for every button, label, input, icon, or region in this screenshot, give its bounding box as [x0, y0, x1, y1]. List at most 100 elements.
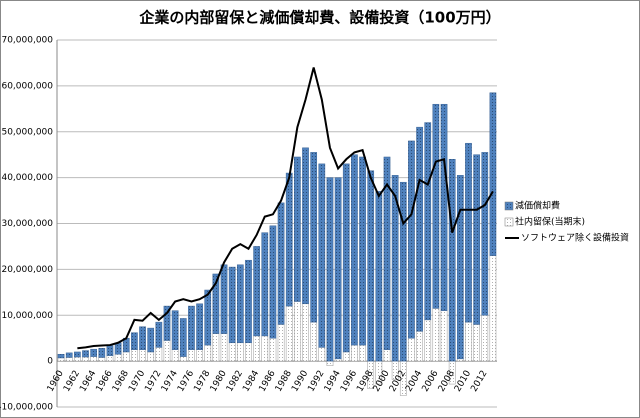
bar — [163, 305, 171, 341]
y-tick-label: 40,000,000 — [1, 173, 53, 183]
bar — [351, 154, 358, 346]
bar — [277, 202, 285, 325]
bar — [220, 264, 228, 334]
bar — [179, 318, 187, 357]
bar — [204, 344, 212, 362]
bar — [139, 349, 146, 362]
bar — [196, 349, 203, 362]
bar — [489, 255, 497, 362]
bar — [228, 266, 236, 344]
bar — [408, 140, 415, 339]
y-tick-label: 20,000,000 — [1, 265, 53, 275]
bar — [440, 310, 448, 362]
line — [77, 67, 494, 350]
bar — [326, 177, 334, 362]
bar — [188, 305, 195, 350]
bar — [375, 191, 383, 362]
bar — [261, 232, 269, 337]
bar — [342, 163, 350, 353]
legend-swatch — [504, 217, 514, 227]
bar — [114, 353, 122, 362]
bar — [302, 303, 309, 362]
bar — [310, 321, 318, 362]
bar — [131, 349, 138, 362]
bar — [236, 342, 244, 362]
bar — [220, 333, 228, 362]
bar — [359, 344, 366, 362]
bar — [359, 156, 366, 346]
y-tick-label: 70,000,000 — [1, 36, 53, 46]
bar — [294, 301, 301, 362]
y-tick-label: 10,000,000 — [1, 311, 53, 321]
chart-title: 企業の内部留保と減価償却費、設備投資（100万円） — [138, 9, 500, 27]
bar — [302, 147, 309, 305]
bar — [416, 331, 423, 362]
bar — [82, 350, 89, 358]
bar — [391, 175, 399, 362]
bar — [179, 356, 187, 362]
bar — [351, 344, 358, 362]
bar — [82, 356, 89, 362]
bar — [416, 126, 423, 332]
bar — [204, 289, 212, 346]
bar — [326, 360, 334, 366]
bar — [106, 355, 114, 362]
bar — [171, 349, 179, 362]
bar — [171, 310, 179, 350]
legend-swatch — [504, 201, 514, 211]
bar — [473, 154, 480, 325]
bar — [253, 335, 260, 362]
y-tick-label: 60,000,000 — [1, 81, 53, 91]
bar — [310, 152, 318, 323]
bar — [408, 337, 415, 362]
bar — [383, 349, 391, 362]
bar — [269, 337, 277, 362]
bar — [74, 356, 81, 362]
bar — [465, 142, 472, 323]
bar — [294, 156, 301, 302]
y-tick-label: 0 — [47, 357, 53, 367]
bar — [432, 308, 440, 362]
bar — [432, 103, 440, 309]
legend-label: 社内留保(当期末) — [515, 216, 585, 228]
bar — [196, 303, 203, 350]
bar — [90, 348, 98, 357]
bar — [481, 315, 489, 362]
bar — [65, 352, 73, 358]
bar — [65, 357, 73, 362]
bar — [245, 342, 252, 362]
bar — [481, 152, 489, 316]
bar — [155, 347, 163, 362]
bar — [147, 327, 155, 353]
y-tick-label: 50,000,000 — [1, 127, 53, 137]
bar — [318, 163, 326, 348]
y-tick-label: -10,000,000 — [0, 403, 53, 413]
bar — [465, 321, 472, 362]
bar — [98, 357, 106, 362]
bar — [163, 340, 171, 362]
bar — [334, 177, 342, 360]
bar — [74, 351, 81, 358]
bar — [269, 225, 277, 339]
bar — [261, 335, 269, 362]
bar — [212, 273, 220, 334]
bar — [489, 92, 497, 256]
bar — [236, 264, 244, 344]
bar — [245, 259, 252, 344]
bar — [188, 349, 195, 362]
bar — [114, 342, 122, 355]
bar — [131, 332, 138, 350]
bar — [122, 351, 130, 362]
bar — [155, 321, 163, 348]
bar — [90, 356, 98, 362]
bar — [57, 357, 65, 362]
bar — [318, 347, 326, 362]
legend-label: ソフトウェア除く設備投資 — [521, 232, 629, 244]
legend-label: 減価償却費 — [515, 200, 560, 212]
bar — [139, 326, 146, 350]
bar — [228, 342, 236, 362]
bar — [334, 358, 342, 362]
bar — [448, 159, 456, 362]
bar — [424, 319, 432, 362]
